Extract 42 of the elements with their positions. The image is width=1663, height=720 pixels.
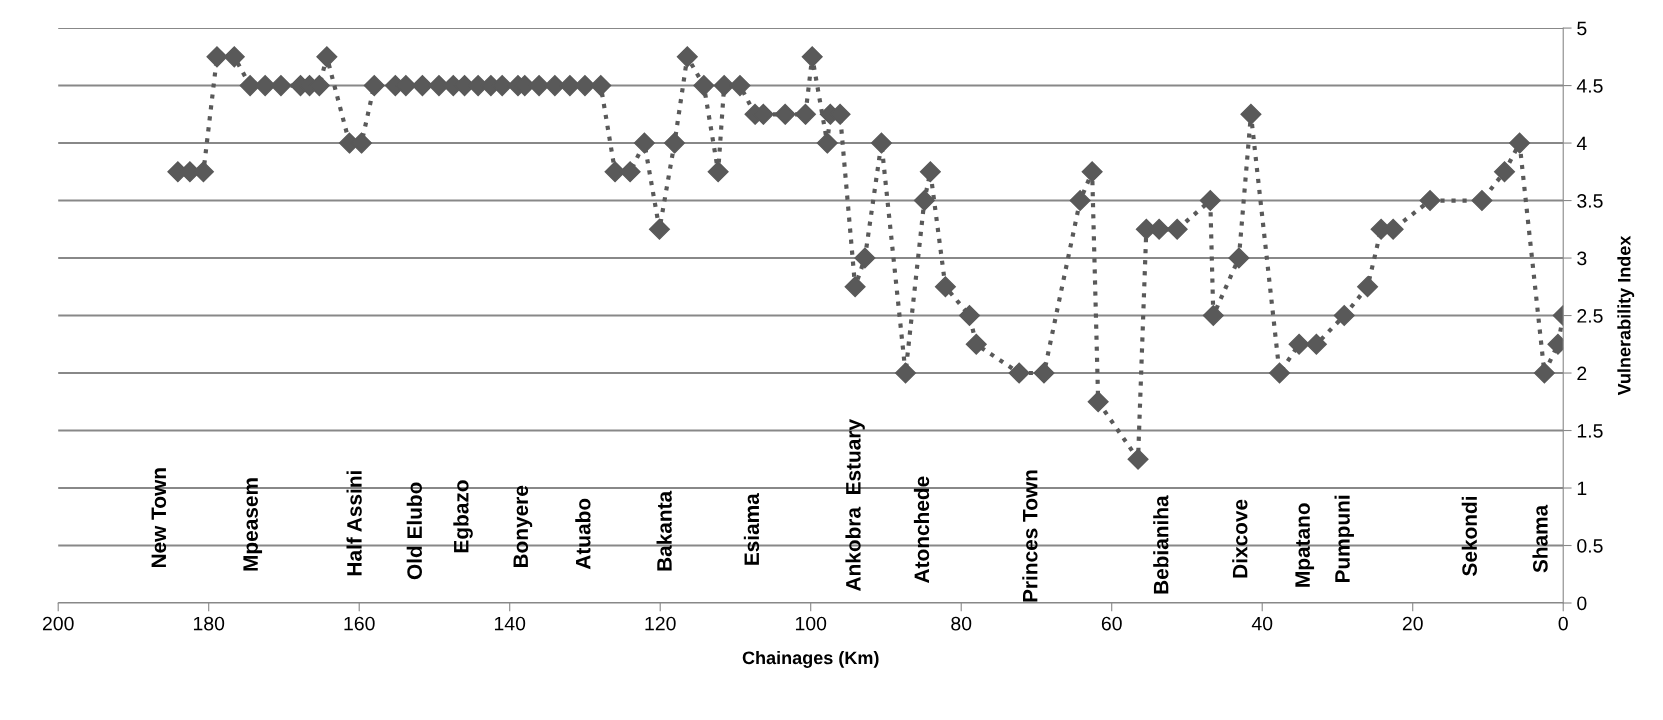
- x-tick-label: 180: [193, 616, 225, 631]
- y-tick-label: 3: [1577, 251, 1587, 266]
- annotation: Esiama: [743, 493, 760, 565]
- x-tick-label: 160: [344, 616, 375, 631]
- y-tick-label: 0.5: [1577, 538, 1603, 553]
- annotation: Mpatano: [1295, 503, 1315, 587]
- annotation: Bonyere: [513, 485, 533, 568]
- x-tick-label: 200: [42, 616, 74, 631]
- y-tick-label: 0: [1577, 596, 1587, 611]
- annotation: Bebianiha: [1153, 495, 1169, 594]
- y-tick-label: 4: [1576, 136, 1587, 151]
- annotation: Half Assini: [346, 471, 362, 576]
- x-tick-label: 40: [1251, 616, 1273, 631]
- x-tick-label: 140: [494, 616, 526, 631]
- x-tick-label: 120: [645, 616, 676, 631]
- annotation: Princes Town: [1022, 470, 1038, 602]
- annotation: Egbazo: [453, 480, 473, 553]
- annotation: Pumpuni: [1334, 495, 1354, 583]
- y-tick-label: 5: [1577, 21, 1587, 36]
- annotation: Dixcove: [1232, 499, 1248, 578]
- annotation: Ankobra Estuary: [845, 419, 865, 591]
- y-tick-label: 1.5: [1577, 424, 1603, 438]
- annotation: New Town: [151, 468, 167, 568]
- y-axis-title: Vulnerability Index: [1617, 235, 1635, 396]
- annotation: Atonchede: [913, 476, 930, 583]
- x-tick-label: 0: [1558, 616, 1568, 631]
- annotation: Shama: [1532, 504, 1548, 573]
- x-tick-label: 80: [951, 616, 972, 631]
- annotation: Mpeasem: [243, 478, 263, 571]
- x-tick-label: 60: [1101, 616, 1122, 631]
- annotation: Bakanta: [656, 490, 672, 571]
- annotation: Sekondi: [1461, 496, 1478, 576]
- y-tick-label: 1: [1577, 481, 1587, 496]
- x-axis-title: Chainages (Km): [742, 650, 879, 668]
- annotation: Old Elubo: [406, 482, 422, 580]
- y-tick-label: 2.5: [1577, 309, 1603, 323]
- y-tick-label: 3.5: [1577, 194, 1603, 208]
- y-tick-label: 2: [1577, 366, 1587, 381]
- y-tick-label: 4.5: [1576, 79, 1603, 93]
- x-tick-label: 100: [795, 616, 827, 631]
- x-tick-label: 20: [1402, 616, 1423, 631]
- annotation: Atuabo: [575, 498, 591, 570]
